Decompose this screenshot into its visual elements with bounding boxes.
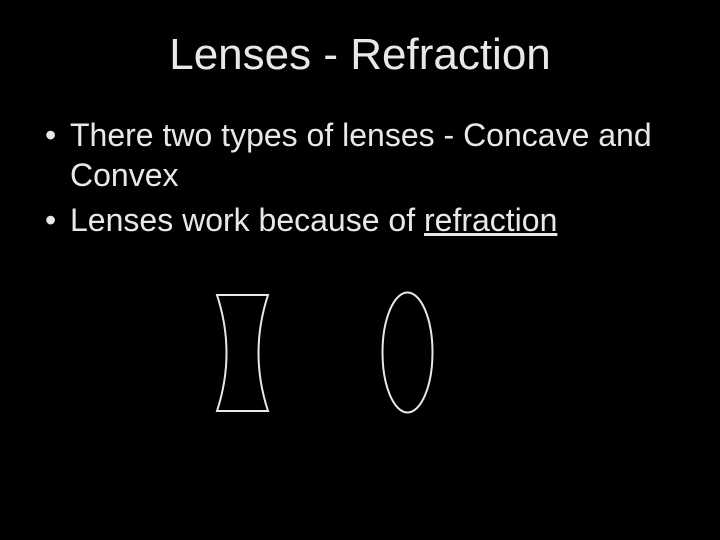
concave-lens-icon (215, 293, 270, 413)
bullet-list: There two types of lenses - Concave and … (30, 115, 690, 240)
bullet-item: Lenses work because of refraction (40, 200, 690, 240)
bullet-item: There two types of lenses - Concave and … (40, 115, 690, 195)
slide-title: Lenses - Refraction (30, 30, 690, 80)
bullet-text-underlined: refraction (424, 202, 557, 238)
bullet-text: There two types of lenses - Concave and … (70, 117, 652, 193)
convex-lens-icon (380, 290, 435, 415)
slide-container: Lenses - Refraction There two types of l… (0, 0, 720, 540)
lens-shapes-row (30, 290, 690, 415)
bullet-text-prefix: Lenses work because of (70, 202, 424, 238)
